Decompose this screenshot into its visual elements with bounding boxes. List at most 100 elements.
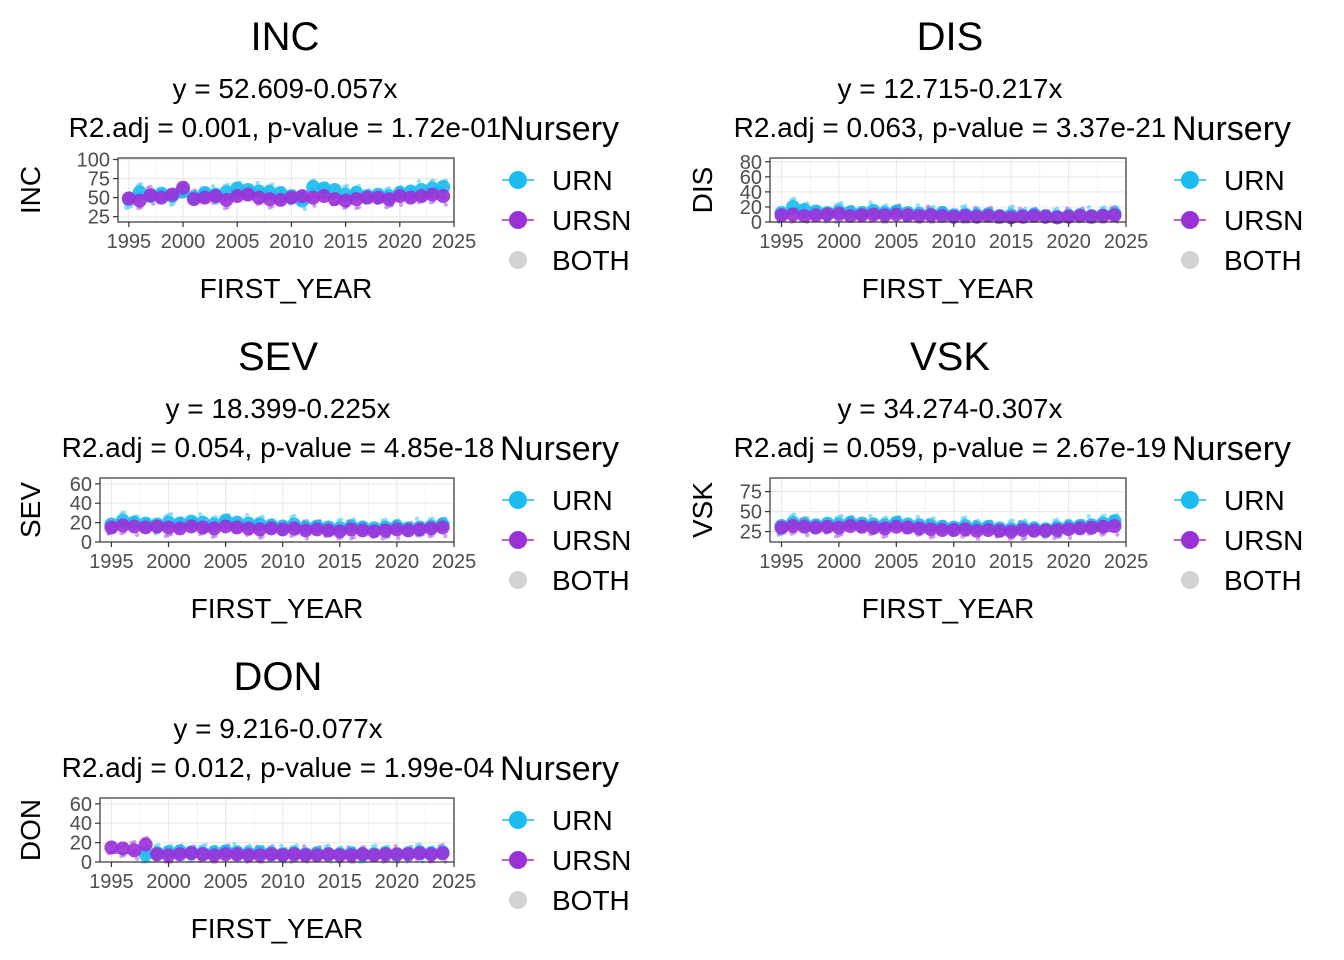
- data-point: [808, 208, 823, 223]
- legend-label-both: BOTH: [552, 565, 630, 596]
- raw-point-urn: [792, 196, 797, 201]
- legend-key-ursn: [1181, 211, 1199, 229]
- legend-key-ursn: [509, 851, 527, 869]
- raw-point-urn: [279, 843, 284, 849]
- data-point: [1073, 521, 1088, 536]
- raw-point-ursn: [1020, 536, 1025, 542]
- legend-label-ursn: URSN: [552, 845, 631, 876]
- data-point: [1061, 209, 1076, 224]
- x-tick-label: 1995: [107, 231, 152, 253]
- x-tick-label: 2020: [378, 231, 423, 253]
- y-tick-label: 0: [81, 532, 92, 554]
- data-point: [1107, 208, 1122, 223]
- x-tick-label: 2010: [931, 231, 976, 253]
- y-tick-label: 80: [740, 152, 762, 174]
- data-point: [1050, 210, 1065, 225]
- x-tick-label: 2025: [432, 551, 477, 573]
- data-point: [184, 519, 199, 534]
- chart-title: VSK: [910, 335, 990, 379]
- data-point: [127, 519, 142, 534]
- data-point: [161, 848, 176, 863]
- data-point: [425, 187, 440, 202]
- legend-key-urn: [509, 811, 527, 829]
- x-tick-label: 1995: [759, 231, 804, 253]
- data-point: [121, 191, 136, 206]
- data-point: [344, 848, 359, 863]
- y-tick-label: 75: [88, 169, 110, 191]
- x-tick-label: 1995: [89, 551, 134, 573]
- y-tick-label: 20: [70, 833, 92, 855]
- legend-key-urn: [509, 171, 527, 189]
- raw-point-ursn: [443, 202, 448, 207]
- data-point: [306, 179, 321, 194]
- x-tick-label: 2010: [260, 871, 305, 893]
- data-point: [138, 847, 153, 862]
- legend-key-both: [1181, 571, 1199, 589]
- data-point: [241, 521, 256, 536]
- y-tick-label: 25: [88, 207, 110, 229]
- equation-label: y = 18.399-0.225x: [166, 393, 391, 424]
- legend-label-both: BOTH: [552, 885, 630, 916]
- data-point: [150, 519, 165, 534]
- legend-key-both: [509, 571, 527, 589]
- x-tick-label: 1995: [759, 551, 804, 573]
- data-point: [306, 190, 321, 205]
- data-point: [946, 523, 961, 537]
- data-point: [264, 847, 279, 862]
- x-tick-label: 2005: [874, 231, 919, 253]
- y-tick-label: 0: [751, 212, 762, 234]
- x-tick-label: 2015: [318, 871, 363, 893]
- data-point: [412, 522, 427, 537]
- x-tick-label: 2005: [874, 551, 919, 573]
- x-tick-label: 2010: [931, 551, 976, 573]
- data-point: [327, 192, 342, 207]
- raw-point-ursn: [443, 533, 448, 539]
- data-point: [414, 189, 429, 204]
- legend-label-urn: URN: [1224, 165, 1285, 196]
- data-point: [115, 518, 130, 533]
- data-point: [195, 847, 210, 862]
- data-point: [912, 208, 927, 223]
- x-tick-label: 2025: [432, 231, 477, 253]
- y-tick-label: 0: [81, 852, 92, 874]
- data-point: [355, 523, 370, 538]
- data-point: [287, 521, 302, 536]
- x-tick-label: 2025: [432, 871, 477, 893]
- data-point: [321, 523, 336, 538]
- x-axis-label: FIRST_YEAR: [191, 593, 364, 624]
- stats-label: R2.adj = 0.059, p-value = 2.67e-19: [734, 432, 1167, 463]
- y-axis-label: VSK: [687, 482, 718, 538]
- raw-point-urn: [138, 181, 144, 187]
- data-point: [774, 208, 789, 223]
- data-point: [843, 519, 858, 533]
- x-axis-label: FIRST_YEAR: [862, 593, 1035, 624]
- raw-point-ursn: [354, 205, 359, 211]
- data-point: [161, 520, 176, 535]
- raw-point-urn: [156, 842, 161, 848]
- y-tick-label: 100: [77, 150, 110, 172]
- legend-title: Nursery: [500, 430, 619, 468]
- x-tick-label: 2005: [203, 871, 248, 893]
- data-point: [241, 848, 256, 863]
- x-tick-label: 2000: [817, 231, 862, 253]
- raw-point-urn: [1010, 518, 1015, 523]
- data-point: [424, 521, 439, 536]
- raw-point-urn: [124, 205, 129, 211]
- data-point: [992, 209, 1007, 224]
- panel-inc: INC y = 52.609-0.057x R2.adj = 0.001, p-va…: [15, 15, 631, 304]
- legend: Nursery URN URSN BOTH: [1172, 110, 1303, 276]
- x-tick-label: 1995: [89, 871, 134, 893]
- data-point: [1027, 208, 1042, 223]
- legend-key-ursn: [1181, 531, 1199, 549]
- series-ursn: [121, 180, 451, 208]
- panel-border: [769, 477, 1127, 543]
- raw-point-urn: [373, 843, 378, 848]
- panel-sev: SEV y = 18.399-0.225x R2.adj = 0.054, p-va…: [15, 335, 631, 624]
- raw-point-ursn: [1052, 535, 1057, 541]
- raw-point-ursn: [163, 533, 168, 539]
- y-tick-label: 20: [70, 513, 92, 535]
- legend-key-ursn: [509, 531, 527, 549]
- stats-label: R2.adj = 0.063, p-value = 3.37e-21: [734, 112, 1167, 143]
- data-point: [127, 843, 142, 858]
- data-point: [1004, 524, 1019, 539]
